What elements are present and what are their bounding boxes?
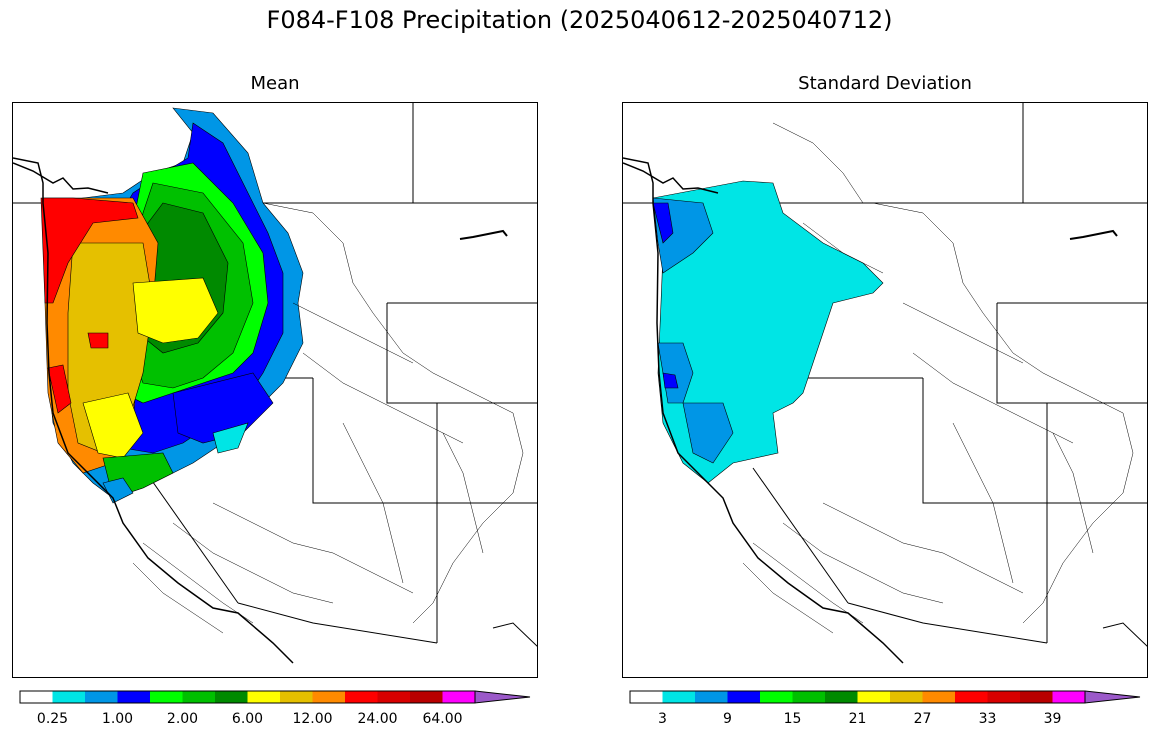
colorbar-segment <box>182 691 215 703</box>
colorbar-segment <box>312 691 345 703</box>
mean-basins <box>40 107 304 504</box>
colorbar-segment <box>695 691 728 703</box>
colorbar-segment <box>280 691 313 703</box>
colorbar-tick-label: 21 <box>848 711 867 727</box>
colorbar-segment <box>662 691 695 703</box>
stdev-basins <box>652 180 884 484</box>
colorbar-segment <box>410 691 443 703</box>
colorbar-segment <box>760 691 793 703</box>
colorbar-tick-label: 1.00 <box>101 711 134 727</box>
mean-colorbar <box>19 690 531 709</box>
colorbar-segment <box>117 691 150 703</box>
colorbar-extend-arrow <box>1084 690 1141 704</box>
colorbar-tick-label: 12.00 <box>292 711 333 727</box>
colorbar-segment <box>825 691 858 703</box>
colorbar-tick-label: 0.25 <box>36 711 69 727</box>
figure-title: F084-F108 Precipitation (2025040612-2025… <box>266 6 893 34</box>
colorbar-tick-label: 64.00 <box>422 711 463 727</box>
colorbar-tick-label: 27 <box>913 711 932 727</box>
colorbar-segment <box>890 691 923 703</box>
colorbar-segment <box>20 691 53 703</box>
colorbar-tick-label: 24.00 <box>357 711 398 727</box>
colorbar-segment <box>215 691 248 703</box>
mean-panel-title: Mean <box>250 73 300 94</box>
colorbar-segment <box>1020 691 1053 703</box>
colorbar-extend-arrow <box>474 690 531 704</box>
colorbar-segment <box>857 691 890 703</box>
colorbar-segment <box>955 691 988 703</box>
colorbar-segment <box>377 691 410 703</box>
colorbar-tick-label: 6.00 <box>231 711 264 727</box>
colorbar-segment <box>85 691 118 703</box>
colorbar-segment <box>922 691 955 703</box>
colorbar-segment <box>727 691 760 703</box>
colorbar-segment <box>345 691 378 703</box>
stdev-panel-title: Standard Deviation <box>798 73 972 94</box>
colorbar-tick-label: 9 <box>723 711 732 727</box>
colorbar-tick-label: 2.00 <box>166 711 199 727</box>
stdev-colorbar <box>629 690 1141 709</box>
colorbar-segment <box>630 691 663 703</box>
colorbar-tick-label: 33 <box>978 711 997 727</box>
stdev-map <box>622 102 1148 678</box>
colorbar-segment <box>1052 691 1085 703</box>
colorbar-segment <box>52 691 85 703</box>
colorbar-segment <box>987 691 1020 703</box>
colorbar-tick-label: 15 <box>783 711 802 727</box>
mean-map <box>12 102 538 678</box>
colorbar-segment <box>442 691 475 703</box>
colorbar-segment <box>247 691 280 703</box>
colorbar-tick-label: 3 <box>658 711 667 727</box>
colorbar-segment <box>150 691 183 703</box>
colorbar-segment <box>792 691 825 703</box>
colorbar-tick-label: 39 <box>1043 711 1062 727</box>
